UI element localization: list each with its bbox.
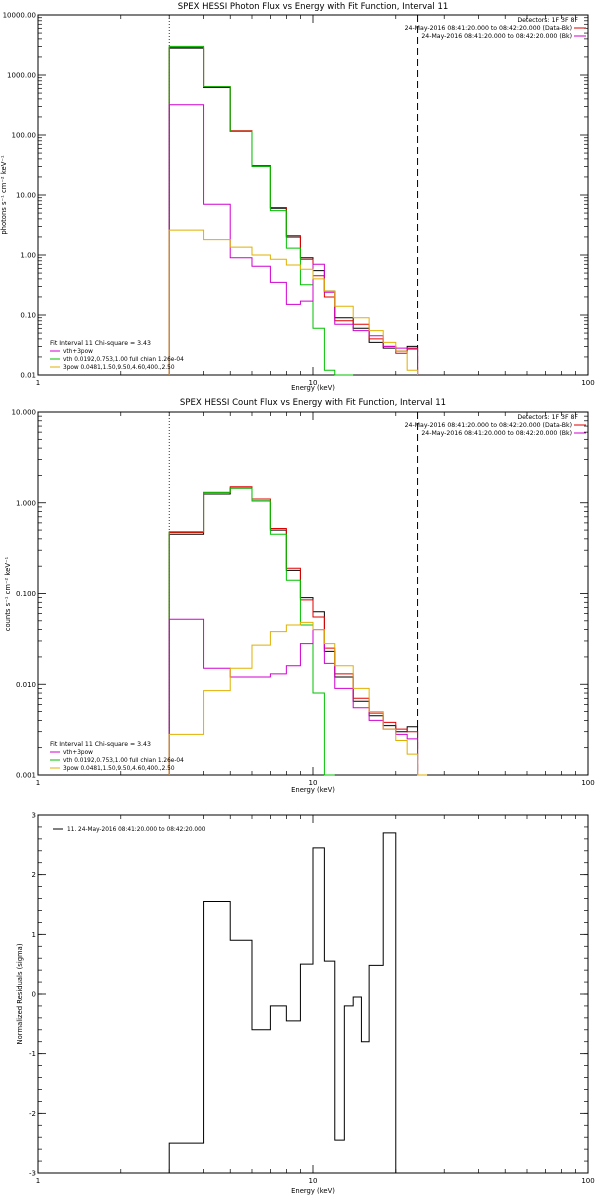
residuals-series-black bbox=[168, 832, 397, 1173]
photon-series-green bbox=[168, 45, 354, 376]
count-y-tick-label: 10.000 bbox=[12, 409, 37, 417]
photon-y-tick-labels: 0.01 0.10 1.00 10.00 100.00 1000.00 10000.00 bbox=[3, 12, 36, 380]
count-fit-text: Fit Interval 11 Chi-square = 3.43 bbox=[50, 741, 151, 748]
count-series bbox=[168, 486, 428, 776]
count-y-tick-label: 0.010 bbox=[16, 681, 36, 689]
residuals-y-tick-label: 0 bbox=[32, 991, 36, 999]
residuals-y-tick-labels: -3 -2 -1 0 1 2 3 bbox=[29, 812, 36, 1178]
count-series-green bbox=[168, 487, 335, 776]
photon-y-tick-label: 1.00 bbox=[20, 252, 36, 260]
photon-x-tick-labels: 1 10 100 bbox=[36, 379, 595, 387]
photon-x-tick-label: 1 bbox=[36, 379, 40, 387]
photon-legend: Fit Interval 11 Chi-square = 3.43 vth+3p… bbox=[50, 340, 184, 371]
count-data-bk-text: 24-May-2016 08:41:20.000 to 08:42:20.000… bbox=[405, 422, 572, 429]
photon-legend-label-0: vth+3pow bbox=[63, 349, 93, 355]
residuals-ticks bbox=[37, 814, 589, 1174]
count-plot-frame bbox=[37, 411, 589, 776]
residuals-y-tick-label: 1 bbox=[32, 931, 36, 939]
residuals-y-tick-label: -3 bbox=[29, 1170, 36, 1178]
residuals-x-axis-label: Energy (keV) bbox=[291, 1187, 335, 1195]
residuals-y-tick-label: -2 bbox=[29, 1110, 36, 1118]
residuals-y-tick-label: 3 bbox=[32, 812, 36, 820]
residuals-legend-label: 11. 24-May-2016 08:41:20.000 to 08:42:20… bbox=[67, 827, 206, 833]
count-detectors-text: Detectors: 1F 3F 8F bbox=[517, 414, 578, 421]
count-series-magenta bbox=[168, 618, 419, 775]
photon-series-black bbox=[168, 47, 419, 375]
count-y-tick-label: 0.100 bbox=[16, 590, 36, 598]
photon-y-tick-label: 1000.00 bbox=[7, 72, 36, 80]
photon-y-tick-label: 0.10 bbox=[20, 312, 36, 320]
residuals-y-axis-label: Normalized Residuals (sigma) bbox=[16, 943, 24, 1044]
residuals-x-tick-label: 100 bbox=[581, 1177, 594, 1185]
count-ticks bbox=[37, 411, 589, 776]
count-fit-range-lines bbox=[168, 412, 419, 775]
photon-header: Detectors: 1F 3F 8F 24-May-2016 08:41:20… bbox=[405, 17, 586, 40]
photon-fit-range-lines bbox=[168, 15, 419, 375]
count-flux-panel: SPEX HESSI Count Flux vs Energy with Fit… bbox=[4, 398, 595, 794]
count-legend-label-0: vth+3pow bbox=[63, 750, 93, 756]
count-x-tick-label: 10 bbox=[309, 779, 318, 787]
count-x-tick-labels: 1 10 100 bbox=[36, 779, 595, 787]
count-legend: Fit Interval 11 Chi-square = 3.43 vth+3p… bbox=[50, 741, 184, 772]
photon-series-red bbox=[168, 46, 419, 375]
residuals-panel: -3 -2 -1 0 1 2 3 1 10 100 Energy (keV) Normalize… bbox=[16, 812, 595, 1196]
photon-ticks bbox=[37, 14, 589, 376]
photon-series-yellow bbox=[168, 229, 419, 375]
photon-series-magenta bbox=[168, 104, 419, 375]
count-series-red bbox=[168, 486, 419, 775]
photon-y-tick-label: 0.01 bbox=[20, 372, 36, 380]
residuals-y-tick-label: 2 bbox=[32, 871, 36, 879]
photon-bk-text: 24-May-2016 08:41:20.000 to 08:42:20.000… bbox=[421, 33, 572, 40]
residuals-x-tick-label: 10 bbox=[309, 1177, 318, 1185]
count-y-tick-labels: 0.001 0.010 0.100 1.000 10.000 bbox=[12, 409, 37, 780]
photon-data-bk-text: 24-May-2016 08:41:20.000 to 08:42:20.000… bbox=[405, 25, 572, 32]
count-legend-label-2: 3pow 0.0481,1.50,9.50,4.60,400.,2.50 bbox=[63, 766, 175, 772]
photon-y-axis-label: photons s⁻¹ cm⁻² keV⁻¹ bbox=[0, 155, 8, 235]
photon-fit-text: Fit Interval 11 Chi-square = 3.43 bbox=[50, 340, 151, 347]
residuals-legend: 11. 24-May-2016 08:41:20.000 to 08:42:20… bbox=[53, 827, 206, 833]
count-title: SPEX HESSI Count Flux vs Energy with Fit… bbox=[180, 398, 446, 408]
count-x-tick-label: 1 bbox=[36, 779, 40, 787]
count-y-tick-label: 0.001 bbox=[16, 772, 36, 780]
photon-y-tick-label: 10.00 bbox=[16, 192, 36, 200]
count-series-black bbox=[168, 487, 419, 775]
count-x-axis-label: Energy (keV) bbox=[291, 786, 335, 794]
photon-title: SPEX HESSI Photon Flux vs Energy with Fi… bbox=[178, 2, 449, 12]
count-header: Detectors: 1F 3F 8F 24-May-2016 08:41:20… bbox=[405, 414, 586, 437]
photon-series bbox=[168, 45, 419, 376]
count-x-tick-label: 100 bbox=[581, 779, 594, 787]
count-y-axis-label: counts s⁻¹ cm⁻² keV⁻¹ bbox=[4, 556, 12, 631]
count-y-tick-label: 1.000 bbox=[16, 499, 36, 507]
photon-x-tick-label: 100 bbox=[581, 379, 594, 387]
photon-x-axis-label: Energy (keV) bbox=[291, 384, 335, 392]
count-legend-label-1: vth 0.0192,0.753,1.00 full chian 1.26e-0… bbox=[63, 758, 184, 764]
photon-y-tick-label: 100.00 bbox=[12, 132, 37, 140]
count-series-yellow bbox=[168, 621, 428, 776]
photon-flux-panel: SPEX HESSI Photon Flux vs Energy with Fi… bbox=[0, 2, 595, 392]
residuals-series bbox=[168, 832, 397, 1173]
residuals-x-tick-labels: 1 10 100 bbox=[36, 1177, 595, 1185]
count-bk-text: 24-May-2016 08:41:20.000 to 08:42:20.000… bbox=[421, 430, 572, 437]
residuals-x-tick-label: 1 bbox=[36, 1177, 40, 1185]
photon-detectors-text: Detectors: 1F 3F 8F bbox=[517, 17, 578, 24]
photon-legend-label-1: vth 0.0192,0.753,1.00 full chian 1.26e-0… bbox=[63, 357, 184, 363]
photon-legend-label-2: 3pow 0.0481,1.50,9.50,4.60,400.,2.50 bbox=[63, 365, 175, 371]
residuals-y-tick-label: -1 bbox=[29, 1050, 36, 1058]
photon-y-tick-label: 10000.00 bbox=[3, 12, 36, 20]
photon-x-tick-label: 10 bbox=[309, 379, 318, 387]
